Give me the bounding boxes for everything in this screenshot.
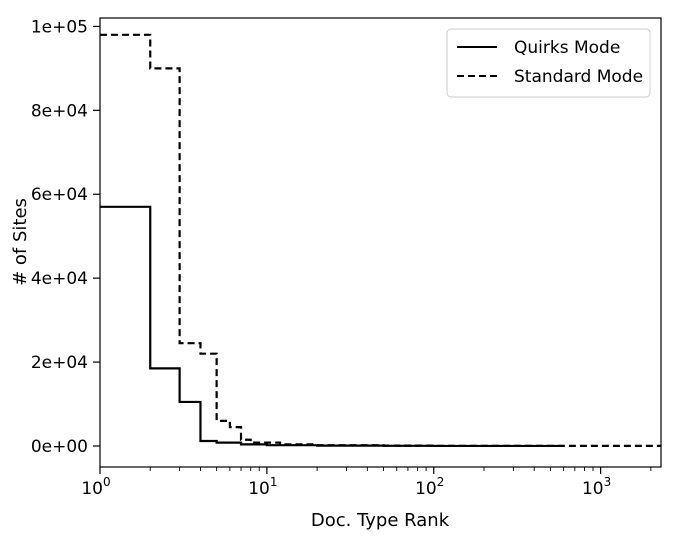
legend-box [446, 28, 651, 98]
x-tick-label: 103 [582, 475, 611, 499]
y-tick-label: 1e+05 [31, 17, 88, 37]
y-tick-label: 8e+04 [31, 101, 88, 121]
legend: Quirks Mode Standard Mode [446, 28, 651, 98]
legend-label-standard-mode: Standard Mode [514, 67, 643, 87]
y-tick-label: 0e+00 [31, 437, 88, 457]
x-axis-label: Doc. Type Rank [311, 510, 450, 531]
y-axis-label: # of Sites [10, 198, 31, 286]
y-tick-label: 2e+04 [31, 353, 88, 373]
y-axis-ticks: 0e+00 2e+04 4e+04 6e+04 8e+04 1e+05 [31, 17, 100, 457]
x-tick-label: 102 [415, 475, 444, 499]
series-line-standard-mode [100, 33, 661, 447]
x-tick-label: 101 [248, 475, 277, 499]
plot-area-frame [99, 17, 662, 468]
x-axis-ticks: 100 101 102 103 [81, 467, 652, 499]
x-tick-label: 100 [81, 475, 110, 499]
legend-label-quirks-mode: Quirks Mode [514, 38, 620, 58]
y-tick-label: 6e+04 [31, 185, 88, 205]
series-layer [100, 33, 661, 448]
y-tick-label: 4e+04 [31, 269, 88, 289]
